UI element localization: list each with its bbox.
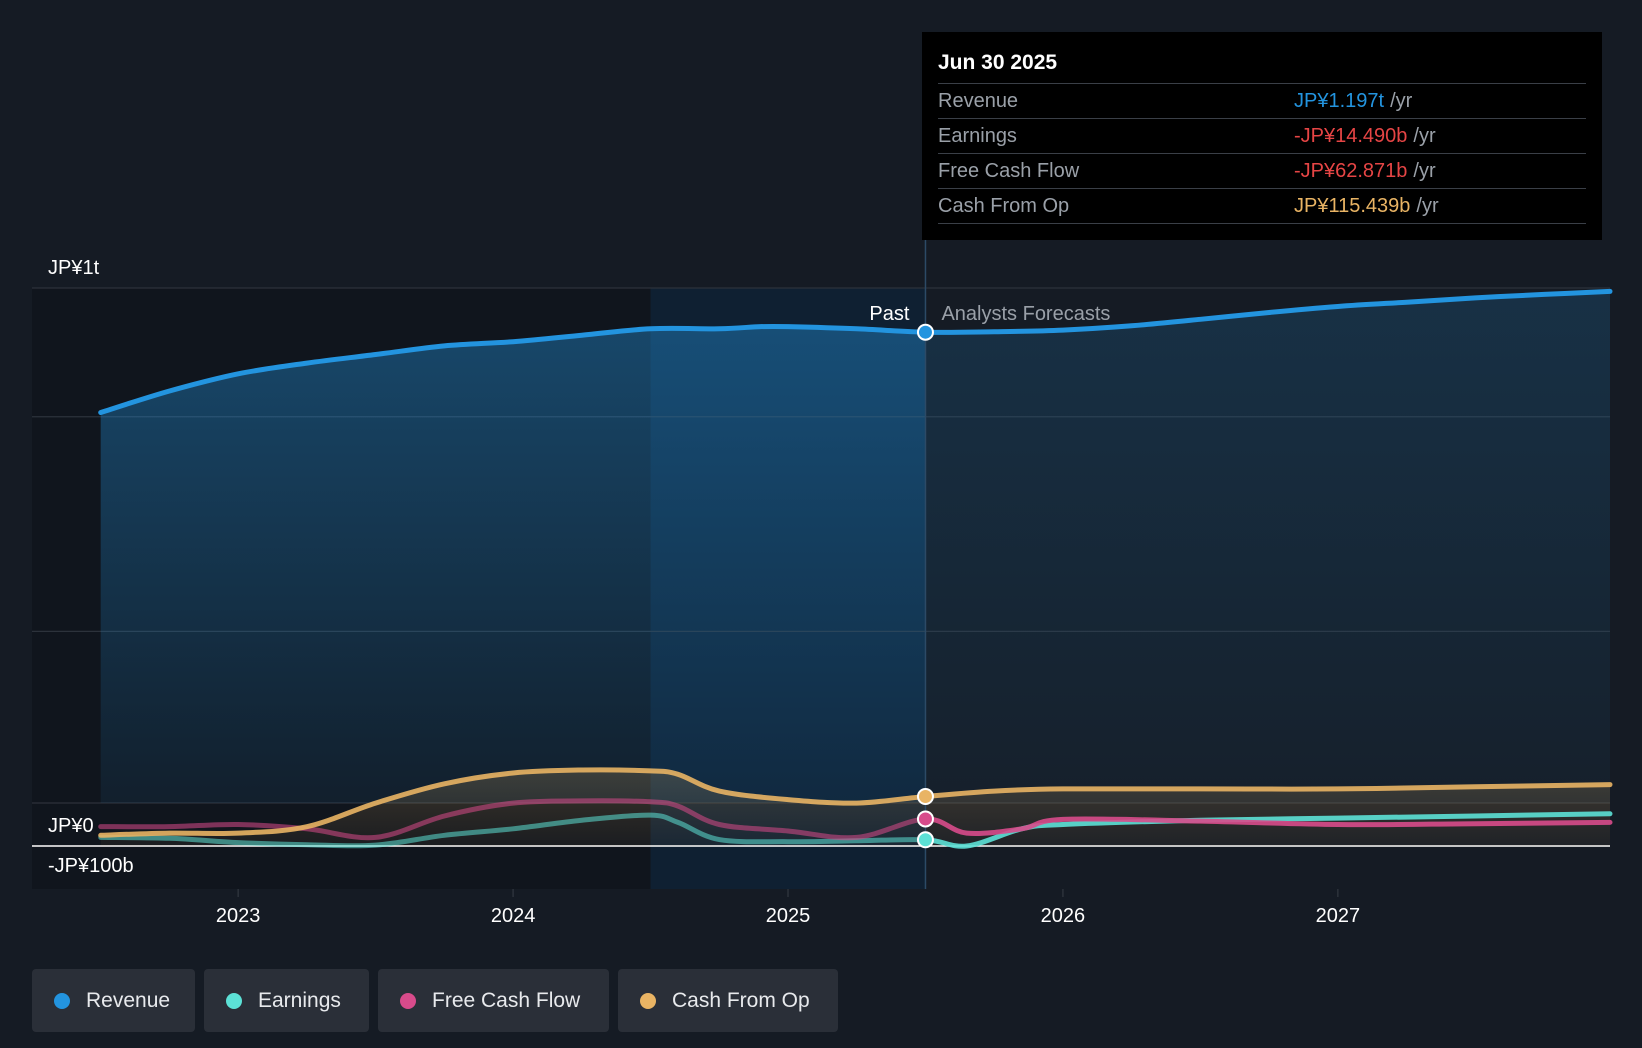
hover-markers <box>916 323 934 849</box>
y-axis-label: JP¥0 <box>48 815 94 837</box>
y-axis-label: -JP¥100b <box>48 855 134 877</box>
legend-item-cash-from-op[interactable]: Cash From Op <box>618 969 838 1032</box>
tooltip-value: JP¥1.197t <box>1294 90 1385 112</box>
earnings-line-past <box>98 812 926 849</box>
tooltip-unit: /yr <box>1413 160 1436 182</box>
series-lines <box>98 288 1613 849</box>
legend: Revenue Earnings Free Cash Flow Cash Fro… <box>32 969 838 1032</box>
legend-item-earnings[interactable]: Earnings <box>204 969 369 1032</box>
tooltip-value-wrap: JP¥1.197t/yr <box>1294 84 1412 118</box>
x-tick-label: 2024 <box>491 905 536 927</box>
free-cash-flow-dot-icon <box>400 992 416 1009</box>
tooltip-date: Jun 30 2025 <box>938 32 1586 84</box>
legend-item-revenue[interactable]: Revenue <box>32 969 195 1032</box>
cash-from-op-dot-icon <box>640 992 656 1009</box>
past-label: Past <box>869 303 909 325</box>
x-tick-label: 2023 <box>216 905 261 927</box>
earnings-dot-icon <box>226 992 242 1009</box>
tooltip-value: JP¥115.439b <box>1294 195 1411 217</box>
axis-labels: JP¥1t JP¥0 -JP¥100b 2023 2024 2025 2026 2027 Pas… <box>48 257 1360 927</box>
tooltip-label: Cash From Op <box>938 195 1070 217</box>
area-fills <box>100 291 1611 846</box>
tooltip-row-earnings: Earnings -JP¥14.490b/yr <box>938 119 1586 154</box>
revenue-line-past <box>98 323 926 415</box>
free-cash-flow-line-past <box>98 798 926 841</box>
revenue-area-forecast <box>925 291 1610 803</box>
legend-item-free-cash-flow[interactable]: Free Cash Flow <box>378 969 609 1032</box>
cash-from-op-marker <box>916 787 934 805</box>
tooltip-row-free-cash-flow: Free Cash Flow -JP¥62.871b/yr <box>938 154 1586 189</box>
forecast-label: Analysts Forecasts <box>941 303 1110 325</box>
legend-label: Free Cash Flow <box>432 988 581 1012</box>
tooltip-row-cash-from-op: Cash From Op JP¥115.439b/yr <box>938 189 1586 224</box>
legend-label: Earnings <box>258 988 341 1012</box>
legend-label: Cash From Op <box>672 988 810 1012</box>
legend-label: Revenue <box>86 988 171 1012</box>
tooltip-unit: /yr <box>1416 195 1439 217</box>
cash-from-op-line-forecast <box>925 782 1613 800</box>
tooltip-label: Revenue <box>938 90 1019 112</box>
tooltip-label: Free Cash Flow <box>938 160 1080 182</box>
tooltip-label: Earnings <box>938 125 1017 147</box>
revenue-area-past <box>100 326 926 803</box>
cash-from-op-line-past <box>98 767 926 838</box>
cash-from-op-area <box>100 769 1611 846</box>
tooltip-unit: /yr <box>1413 125 1436 147</box>
tooltip-value-wrap: -JP¥14.490b/yr <box>1294 119 1436 153</box>
tooltip-value-wrap: JP¥115.439b/yr <box>1294 189 1439 223</box>
free-cash-flow-line-forecast <box>925 816 1613 836</box>
x-tick-label: 2025 <box>766 905 811 927</box>
x-tick-label: 2027 <box>1316 905 1361 927</box>
revenue-marker <box>916 323 934 341</box>
tooltip-row-revenue: Revenue JP¥1.197t/yr <box>938 84 1586 119</box>
revenue-line-forecast <box>925 288 1613 335</box>
tooltip-unit: /yr <box>1390 90 1413 112</box>
free-cash-flow-marker <box>916 810 934 828</box>
tooltip: Jun 30 2025 Revenue JP¥1.197t/yr Earning… <box>922 32 1602 240</box>
tooltip-value: -JP¥62.871b <box>1294 160 1408 182</box>
revenue-dot-icon <box>54 992 70 1009</box>
tooltip-value-wrap: -JP¥62.871b/yr <box>1294 154 1436 188</box>
tooltip-value: -JP¥14.490b <box>1294 125 1408 147</box>
y-axis-label: JP¥1t <box>48 257 100 279</box>
earnings-marker <box>916 831 934 849</box>
x-tick-label: 2026 <box>1041 905 1086 927</box>
